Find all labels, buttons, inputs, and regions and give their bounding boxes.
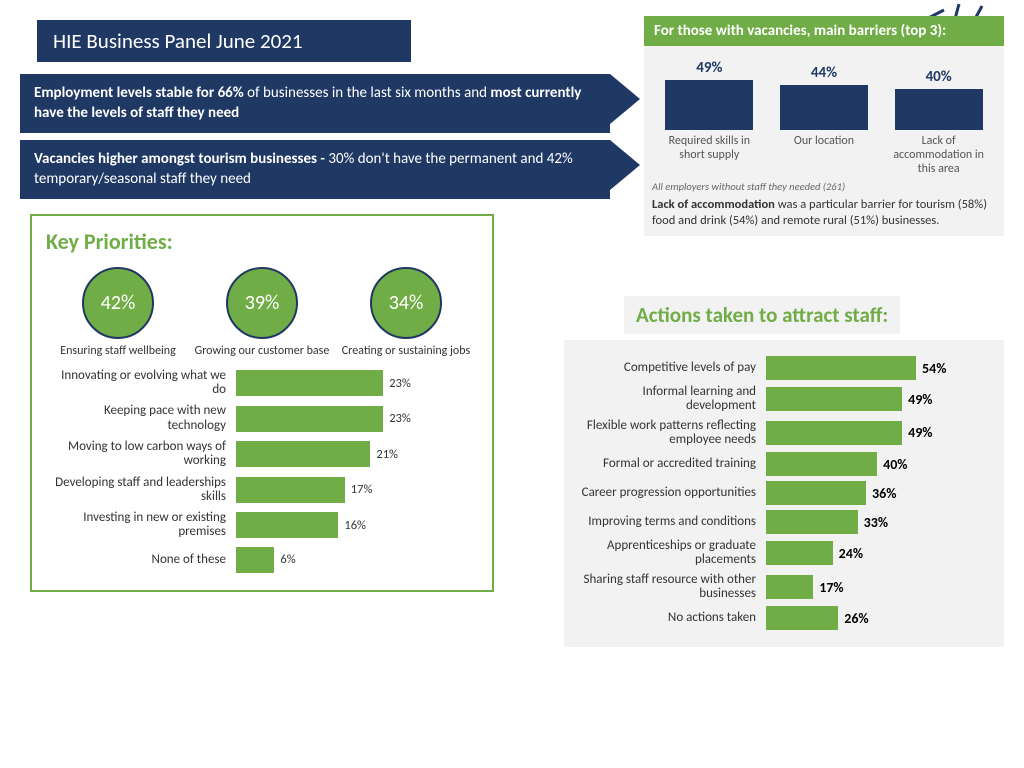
barrier-value: 44% [811, 64, 837, 82]
action-bar-row: Apprenticeships or graduate placements 24… [576, 539, 992, 568]
action-bar-value: 40% [883, 456, 907, 473]
barriers-bars: 49% 44% 40% [652, 52, 996, 130]
barrier-bar: 40% [885, 68, 992, 130]
priority-bar-row: Moving to low carbon ways of working 21% [46, 440, 478, 469]
action-bar-fill [766, 387, 902, 411]
page-title: HIE Business Panel June 2021 [37, 20, 411, 62]
priority-bar-value: 23% [389, 376, 411, 391]
priority-bar-row: None of these 6% [46, 547, 478, 573]
priorities-circles: 42% Ensuring staff wellbeing 39% Growing ou… [46, 267, 478, 359]
barrier-bar: 49% [656, 59, 763, 130]
action-bar-fill [766, 541, 833, 565]
barrier-bar-fill [895, 89, 983, 130]
action-bar-row: Improving terms and conditions 33% [576, 510, 992, 534]
priority-bar-row: Developing staff and leaderships skills 1… [46, 476, 478, 505]
action-bar-fill [766, 452, 877, 476]
priority-bar-value: 23% [389, 411, 411, 426]
priority-bar-fill [236, 477, 345, 503]
barrier-bar-fill [665, 80, 753, 130]
highlight-arrow-1: Employment levels stable for 66% of busi… [20, 74, 610, 133]
priority-circle: 39% Growing our customer base [191, 267, 334, 359]
barrier-label: Our location [771, 134, 878, 176]
action-bar-row: Career progression opportunities 36% [576, 481, 992, 505]
action-bar-value: 33% [864, 514, 888, 531]
priority-bar-value: 17% [351, 482, 373, 497]
action-bar-label: Formal or accredited training [576, 457, 766, 471]
action-bar-value: 24% [839, 545, 863, 562]
priority-bar-fill [236, 512, 338, 538]
priority-bar-label: Investing in new or existing premises [46, 511, 236, 540]
priority-bar-fill [236, 441, 370, 467]
circle-label: Ensuring staff wellbeing [60, 345, 176, 359]
highlight-arrow-2: Vacancies higher amongst tourism busines… [20, 140, 610, 199]
priority-bar-label: Developing staff and leaderships skills [46, 476, 236, 505]
priority-bar-fill [236, 406, 383, 432]
priority-bar-row: Innovating or evolving what we do 23% [46, 369, 478, 398]
action-bar-row: No actions taken 26% [576, 606, 992, 630]
action-bar-value: 49% [908, 424, 932, 441]
priorities-panel: Key Priorities: 42% Ensuring staff wellbe… [30, 214, 494, 592]
action-bar-fill [766, 510, 858, 534]
action-bar-label: Career progression opportunities [576, 486, 766, 500]
barrier-bar-fill [780, 85, 868, 130]
priority-circle: 42% Ensuring staff wellbeing [47, 267, 190, 359]
circle-label: Creating or sustaining jobs [342, 345, 470, 359]
action-bar-fill [766, 481, 866, 505]
barrier-value: 49% [696, 59, 722, 77]
barriers-text: Lack of accommodation was a particular b… [652, 197, 996, 228]
priorities-bars: Innovating or evolving what we do23%Keep… [46, 369, 478, 573]
circle-value: 34% [370, 267, 442, 339]
barrier-bar: 44% [771, 64, 878, 130]
priority-bar-fill [236, 547, 274, 573]
priority-bar-label: None of these [46, 553, 236, 567]
action-bar-value: 49% [908, 391, 932, 408]
actions-title: Actions taken to attract staff: [624, 296, 900, 334]
action-bar-label: Competitive levels of pay [576, 361, 766, 375]
barriers-labels: Required skills in short supplyOur locat… [652, 134, 996, 176]
action-bar-row: Informal learning and development 49% [576, 385, 992, 414]
action-bar-fill [766, 606, 838, 630]
barriers-panel: For those with vacancies, main barriers … [644, 16, 1004, 236]
barriers-note: All employers without staff they needed … [652, 180, 996, 193]
priority-bar-label: Moving to low carbon ways of working [46, 440, 236, 469]
action-bar-value: 17% [819, 579, 843, 596]
priority-bar-value: 16% [344, 518, 366, 533]
barrier-value: 40% [926, 68, 952, 86]
action-bar-label: No actions taken [576, 611, 766, 625]
circle-value: 42% [82, 267, 154, 339]
action-bar-row: Sharing staff resource with other busine… [576, 573, 992, 602]
barrier-label: Lack of accommodation in this area [885, 134, 992, 176]
circle-value: 39% [226, 267, 298, 339]
action-bar-fill [766, 421, 902, 445]
priority-bar-value: 6% [280, 552, 295, 567]
action-bar-label: Sharing staff resource with other busine… [576, 573, 766, 602]
priority-bar-fill [236, 370, 383, 396]
action-bar-fill [766, 575, 813, 599]
priority-circle: 34% Creating or sustaining jobs [335, 267, 478, 359]
action-bar-row: Formal or accredited training 40% [576, 452, 992, 476]
action-bar-value: 26% [844, 610, 868, 627]
priority-bar-value: 21% [376, 447, 398, 462]
actions-bars: Competitive levels of pay 54% Informal lea… [564, 340, 1004, 647]
action-bar-value: 54% [922, 360, 946, 377]
circle-label: Growing our customer base [195, 345, 330, 359]
priority-bar-row: Keeping pace with new technology 23% [46, 404, 478, 433]
priority-bar-row: Investing in new or existing premises 16% [46, 511, 478, 540]
action-bar-label: Improving terms and conditions [576, 515, 766, 529]
priority-bar-label: Innovating or evolving what we do [46, 369, 236, 398]
barrier-label: Required skills in short supply [656, 134, 763, 176]
action-bar-label: Flexible work patterns reflecting employ… [576, 419, 766, 448]
barriers-header: For those with vacancies, main barriers … [644, 16, 1004, 46]
priorities-title: Key Priorities: [46, 228, 478, 255]
priority-bar-label: Keeping pace with new technology [46, 404, 236, 433]
action-bar-fill [766, 356, 916, 380]
action-bar-value: 36% [872, 485, 896, 502]
actions-panel: Actions taken to attract staff: Competit… [564, 296, 1004, 647]
action-bar-label: Informal learning and development [576, 385, 766, 414]
action-bar-row: Competitive levels of pay 54% [576, 356, 992, 380]
action-bar-label: Apprenticeships or graduate placements [576, 539, 766, 568]
action-bar-row: Flexible work patterns reflecting employ… [576, 419, 992, 448]
